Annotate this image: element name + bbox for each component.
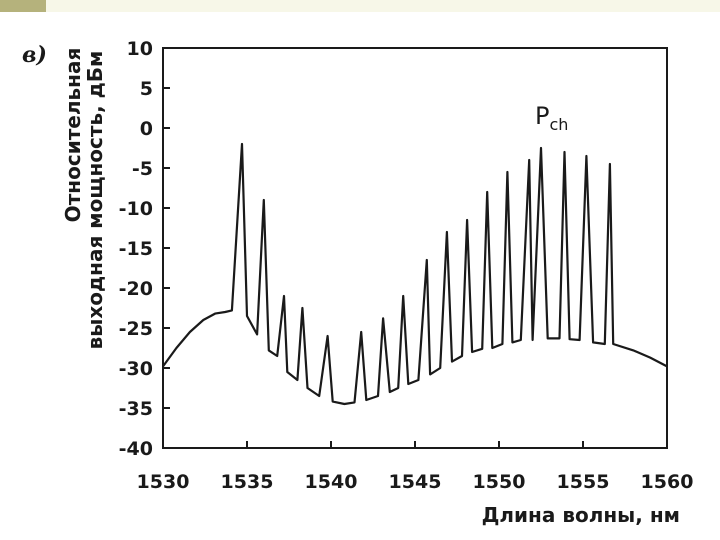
annotation-pch: Pch (535, 102, 568, 134)
y-tick-label: -5 (132, 158, 153, 180)
y-tick-label: -25 (119, 318, 153, 340)
y-tick-label: 5 (140, 78, 153, 100)
y-tick-label: 10 (127, 38, 153, 60)
series-line-spectrum (162, 142, 668, 406)
y-tick-label: -20 (119, 278, 153, 300)
y-tick-label: -35 (119, 398, 153, 420)
x-tick-label: 1540 (305, 471, 358, 493)
y-tick-label: -30 (119, 358, 153, 380)
top-bar (0, 0, 720, 12)
x-tick-label: 1535 (221, 471, 274, 493)
x-tick-label: 1530 (137, 471, 190, 493)
x-axis: 1530 1535 1540 1545 1550 1555 1560 (137, 441, 694, 493)
x-tick-label: 1560 (641, 471, 694, 493)
y-tick-label: 0 (140, 118, 153, 140)
y-axis-title-line1: Относительная (61, 48, 85, 223)
x-axis-title: Длина волны, нм (482, 503, 680, 527)
y-axis-title-line2: выходная мощность, дБм (83, 51, 107, 350)
top-bar-accent (0, 0, 46, 12)
y-tick-label: -40 (119, 438, 153, 460)
x-tick-label: 1545 (389, 471, 442, 493)
annotation-subscript: ch (549, 115, 568, 134)
x-tick-label: 1555 (557, 471, 610, 493)
y-tick-label: -10 (119, 198, 153, 220)
panel-label: в) (22, 42, 47, 68)
y-tick-label: -15 (119, 238, 153, 260)
x-tick-label: 1550 (473, 471, 526, 493)
annotation-main: P (535, 102, 549, 130)
y-axis: 10 5 0 -5 -10 -15 -20 -25 -30 -35 -40 (119, 38, 170, 460)
plot-border (162, 47, 668, 449)
plot-frame (162, 47, 668, 449)
